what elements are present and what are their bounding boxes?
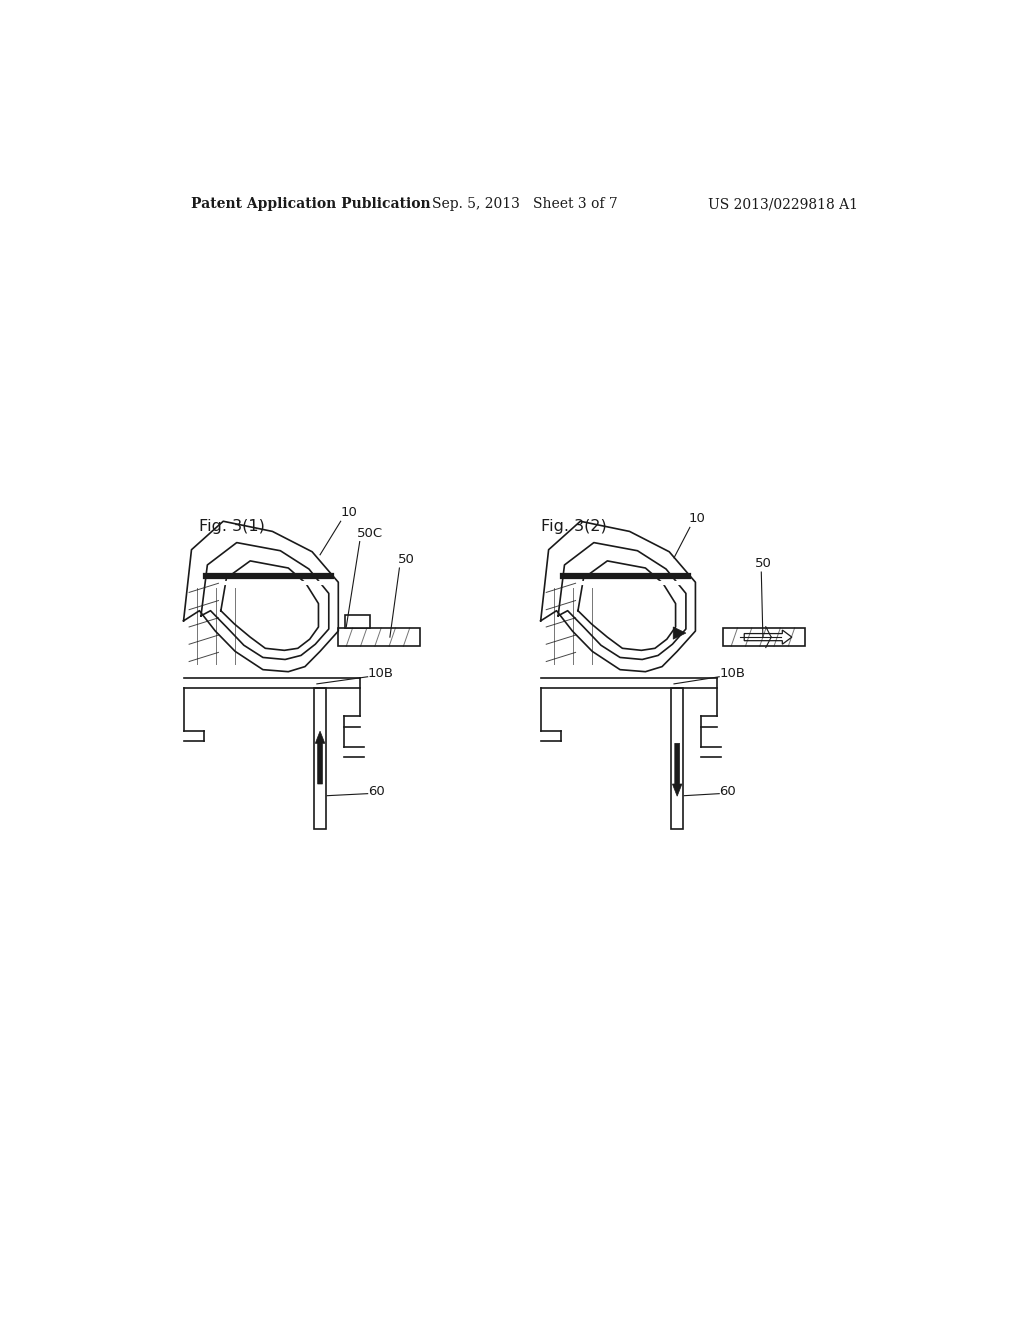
Text: 10B: 10B [719,667,745,680]
Text: 10B: 10B [368,667,393,680]
Text: Sep. 5, 2013   Sheet 3 of 7: Sep. 5, 2013 Sheet 3 of 7 [432,197,617,211]
Bar [671,688,683,829]
Text: Patent Application Publication: Patent Application Publication [191,197,431,211]
Text: 50C: 50C [356,527,383,540]
Text: 50: 50 [755,557,772,570]
Text: 50: 50 [397,553,415,566]
FancyArrow shape [315,731,325,784]
Bar [314,688,326,829]
Bar [345,615,370,628]
Text: 10: 10 [688,512,706,525]
Text: 60: 60 [719,785,736,799]
Text: Fig. 3(1): Fig. 3(1) [200,519,265,535]
Polygon shape [673,627,686,639]
Bar [338,628,420,647]
Text: US 2013/0229818 A1: US 2013/0229818 A1 [709,197,858,211]
FancyArrow shape [673,743,682,796]
Text: 10: 10 [341,507,357,519]
FancyArrow shape [744,630,792,644]
Text: Fig. 3(2): Fig. 3(2) [541,519,606,535]
Text: 60: 60 [368,785,384,799]
Bar [723,628,805,647]
